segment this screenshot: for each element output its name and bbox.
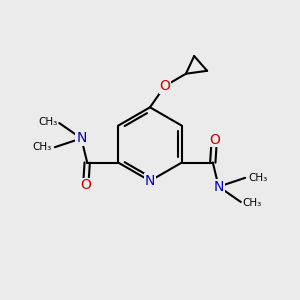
Text: N: N <box>214 180 224 194</box>
Text: CH₃: CH₃ <box>242 198 262 208</box>
Text: CH₃: CH₃ <box>33 142 52 152</box>
Text: N: N <box>145 174 155 188</box>
Text: O: O <box>159 79 170 93</box>
Text: CH₃: CH₃ <box>248 173 267 183</box>
Text: CH₃: CH₃ <box>38 117 58 127</box>
Text: O: O <box>80 178 91 193</box>
Text: O: O <box>209 133 220 146</box>
Text: N: N <box>76 131 86 146</box>
